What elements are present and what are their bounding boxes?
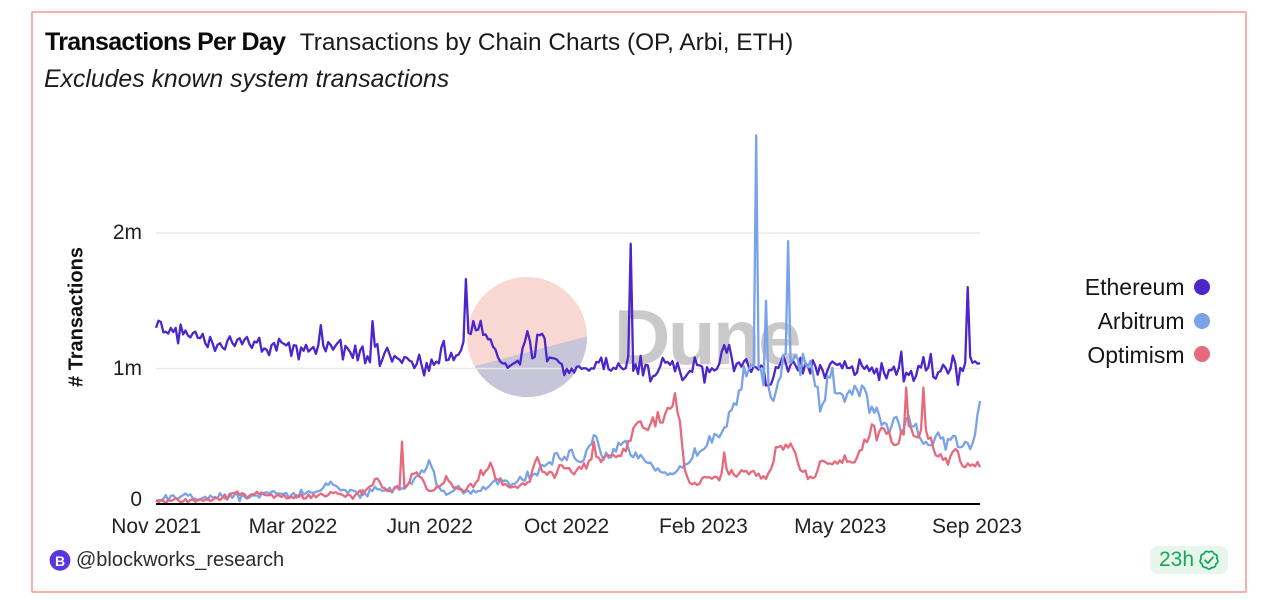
svg-text:B: B (55, 553, 65, 569)
